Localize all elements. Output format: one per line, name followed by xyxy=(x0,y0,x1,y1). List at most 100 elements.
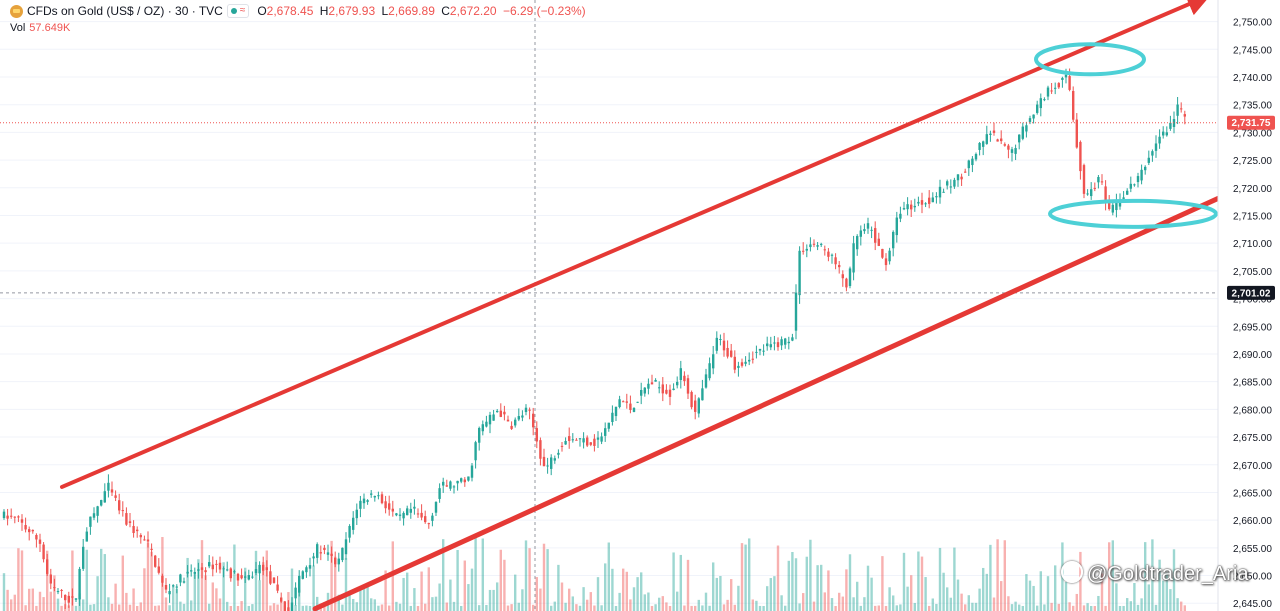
candle-body xyxy=(85,531,88,542)
volume-bar xyxy=(661,596,664,611)
candle-body xyxy=(438,488,441,499)
volume-bar xyxy=(258,580,261,611)
volume-value: 57.649K xyxy=(29,22,71,34)
candle-body xyxy=(791,337,794,341)
volume-bar xyxy=(1147,584,1150,611)
volume-bar xyxy=(24,605,27,611)
price-tick-label: 2,730.00 xyxy=(1233,128,1272,139)
candle-body xyxy=(636,401,639,403)
volume-bar xyxy=(71,550,74,611)
volume-bar xyxy=(859,605,862,611)
volume-bar xyxy=(802,593,805,611)
volume-bar xyxy=(1126,598,1129,611)
volume-bar xyxy=(794,558,798,611)
author-watermark: @Goldtrader_Aria xyxy=(1061,561,1248,586)
candle-body xyxy=(1144,166,1147,171)
candle-body xyxy=(1165,132,1168,136)
candle-body xyxy=(294,587,297,599)
volume-bar xyxy=(352,598,355,611)
candle-body xyxy=(1082,165,1086,194)
volume-bar xyxy=(1057,603,1060,611)
symbol-title[interactable]: CFDs on Gold (US$ / OZ) · 30 · TVC xyxy=(27,4,223,18)
candle-body xyxy=(1180,108,1183,110)
candle-body xyxy=(341,547,344,561)
volume-bar xyxy=(632,587,636,611)
candle-body xyxy=(816,245,819,247)
volume-bar xyxy=(481,538,484,611)
candle-body xyxy=(74,598,78,600)
candle-body xyxy=(949,186,952,188)
candle-body xyxy=(229,568,232,579)
candle-body xyxy=(910,204,913,210)
volume-bar xyxy=(208,603,211,611)
volume-bar xyxy=(17,548,20,611)
volume-bar xyxy=(971,602,974,611)
volume-bar xyxy=(582,587,585,611)
volume-bar xyxy=(974,602,978,611)
candle-body xyxy=(308,565,312,569)
volume-bar xyxy=(107,597,110,611)
volume-bar xyxy=(654,604,657,611)
candle-body xyxy=(1122,197,1125,199)
volume-bar xyxy=(35,605,38,611)
price-axis[interactable]: 2,750.00 2,745.00 2,740.00 2,735.00 2,730.00… xyxy=(1217,0,1280,611)
current-price-badge-label: 2,731.75 xyxy=(1232,118,1271,129)
symbol-legend: CFDs on Gold (US$ / OZ) · 30 · TVC ≈ O2,… xyxy=(10,3,589,19)
candle-body xyxy=(985,134,988,144)
candle-body xyxy=(355,509,358,519)
volume-bar xyxy=(380,604,384,611)
volume-bar xyxy=(830,598,834,611)
volume-bar xyxy=(730,579,733,611)
candle-body xyxy=(1158,136,1161,144)
candle-body xyxy=(499,410,502,417)
volume-bar xyxy=(103,554,106,611)
candle-body xyxy=(182,581,186,583)
volume-bar xyxy=(679,554,682,611)
volume-bar xyxy=(434,596,438,611)
volume-bar xyxy=(827,570,830,611)
candle-body xyxy=(1126,190,1129,195)
candle-body xyxy=(179,574,182,583)
price-tick-label: 2,670.00 xyxy=(1233,461,1272,472)
low-value: 2,669.89 xyxy=(388,4,435,18)
volume-bar xyxy=(143,568,146,611)
crosshair-price-badge xyxy=(1227,285,1275,300)
volume-bar xyxy=(1068,602,1071,611)
volume-bar xyxy=(899,604,902,611)
candle-body xyxy=(575,439,578,441)
volume-bar xyxy=(478,605,481,611)
volume-bar xyxy=(28,588,31,611)
candle-body xyxy=(211,564,214,570)
volume-bar xyxy=(290,568,294,611)
candle-body xyxy=(236,573,240,581)
candle-body xyxy=(258,564,261,574)
volume-bar xyxy=(769,578,772,611)
candle-body xyxy=(362,498,366,504)
volume-bar xyxy=(564,602,567,611)
volume-bar xyxy=(492,589,495,611)
candle-body xyxy=(568,436,571,441)
volume-bar xyxy=(236,605,240,611)
volume-bar xyxy=(773,576,776,611)
candle-body xyxy=(442,481,445,486)
volume-bar xyxy=(870,577,873,611)
volume-bar xyxy=(1054,565,1057,611)
candle-body xyxy=(539,440,542,459)
volume-bar xyxy=(218,598,222,611)
candle-body xyxy=(679,368,682,381)
volume-bar xyxy=(614,606,618,611)
candle-body xyxy=(496,410,499,413)
candle-body xyxy=(668,389,672,397)
candle-body xyxy=(377,495,380,497)
candle-body xyxy=(805,248,808,251)
candle-body xyxy=(96,506,99,516)
candle-body xyxy=(56,591,60,593)
volume-bar xyxy=(834,605,837,611)
candle-body xyxy=(780,339,783,346)
volume-bar xyxy=(60,605,63,611)
volume-bar xyxy=(762,605,765,611)
volume-bar xyxy=(906,586,909,611)
market-status-pill[interactable]: ≈ xyxy=(226,4,250,18)
candle-body xyxy=(467,476,470,481)
